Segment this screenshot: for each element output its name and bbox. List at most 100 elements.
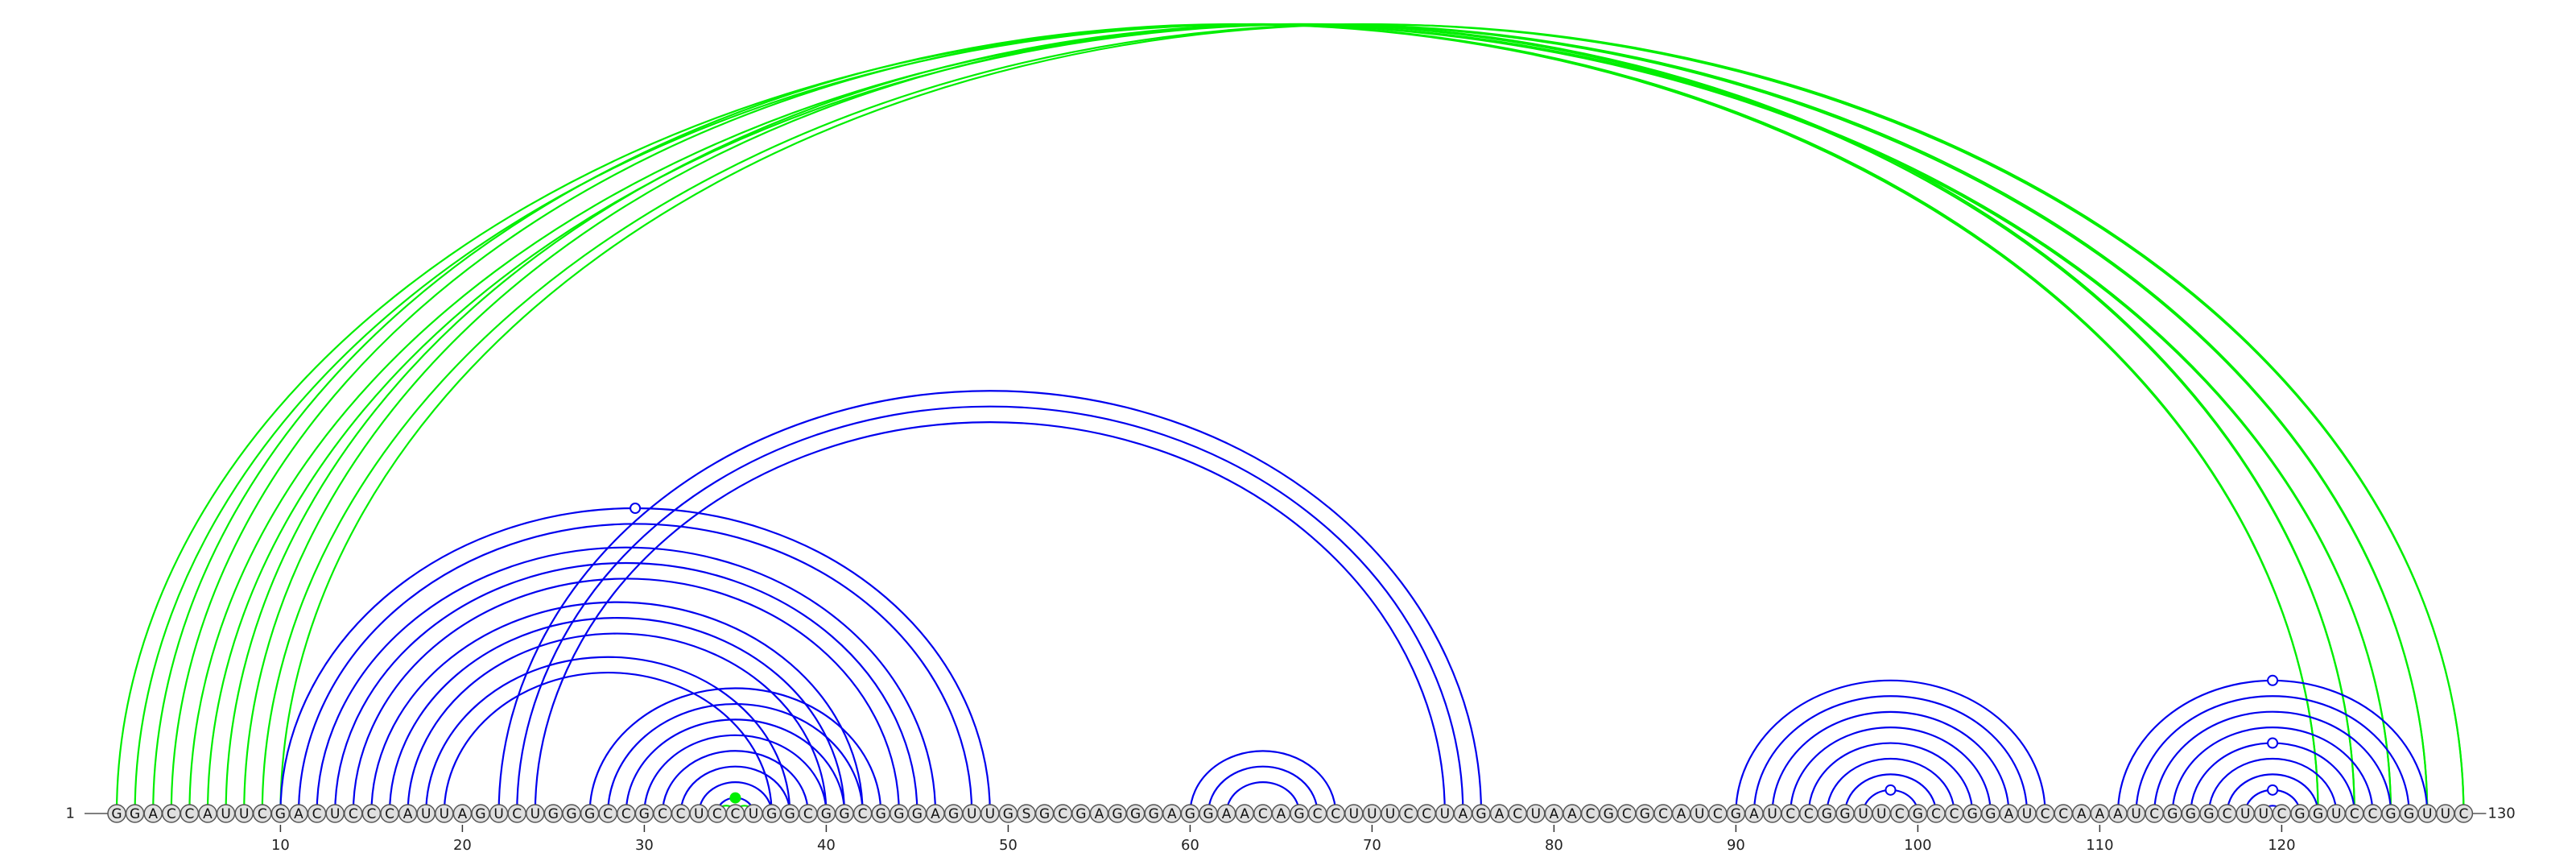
nucleotide-39: C [799, 804, 818, 823]
nucleotide-93: C [1781, 804, 1800, 823]
nucleotide-24: U [526, 804, 545, 823]
arc-9-130 [261, 23, 2465, 814]
nucleotide-letter: C [712, 806, 722, 822]
nucleotide-letter: G [111, 806, 122, 822]
nucleotide-67: C [1307, 804, 1327, 823]
nucleotide-letter: C [349, 806, 358, 822]
nucleotide-letter: G [839, 806, 849, 822]
nucleotide-90: G [1726, 804, 1746, 823]
nucleotide-54: G [1071, 804, 1091, 823]
nucleotide-letter: G [1985, 806, 1996, 822]
nucleotide-88: U [1690, 804, 1709, 823]
nucleotide-letter: A [1277, 806, 1286, 822]
nucleotide-11: A [289, 804, 308, 823]
nucleotide-letter: C [621, 806, 631, 822]
open-marker-4 [2267, 737, 2279, 749]
nucleotide-letter: C [366, 806, 376, 822]
nucleotide-55: A [1089, 804, 1109, 823]
nucleotide-letter: U [985, 806, 995, 822]
nucleotide-89: C [1708, 804, 1728, 823]
nucleotide-4: C [162, 804, 181, 823]
nucleotide-129: U [2436, 804, 2455, 823]
nucleotide-37: G [762, 804, 782, 823]
nucleotide-letter: C [1804, 806, 1814, 822]
nucleotide-70: U [1362, 804, 1382, 823]
nucleotide-42: C [852, 804, 873, 823]
nucleotide-letter: C [1931, 806, 1941, 822]
nucleotide-letter: C [858, 806, 868, 822]
arc-114-125 [2171, 727, 2374, 814]
arc-92-105 [1771, 710, 2010, 814]
nucleotide-letter: G [1731, 806, 1741, 822]
nucleotide-letter: A [1550, 806, 1559, 822]
nucleotide-letter: G [876, 806, 886, 822]
nucleotide-6: A [198, 804, 217, 823]
arc-93-104 [1790, 727, 1992, 814]
nucleotide-77: A [1489, 804, 1509, 823]
nucleotide-letter: U [221, 806, 230, 822]
nucleotide-letter: A [1167, 806, 1177, 822]
nucleotide-51: S [1017, 804, 1036, 823]
nucleotide-letter: U [421, 806, 431, 822]
nucleotide-letter: C [2277, 806, 2286, 822]
nucleotide-1: G [107, 804, 126, 823]
nucleotide-letter: U [1440, 806, 1450, 822]
nucleotide-13: U [325, 804, 345, 823]
nucleotide-127: G [2399, 804, 2419, 823]
tick-label-80: 80 [1545, 837, 1563, 854]
nucleotide-letter: C [2223, 806, 2232, 822]
arc-6-128 [206, 23, 2429, 814]
nucleotide-110: A [2090, 804, 2110, 823]
arc-5-128 [188, 23, 2429, 814]
nucleotide-letter: C [184, 806, 194, 822]
nucleotide-5: C [180, 804, 200, 823]
nucleotide-letter: U [493, 806, 503, 822]
nucleotide-letter: C [676, 806, 686, 822]
nucleotide-letter: A [1749, 806, 1759, 822]
nucleotide-117: C [2217, 804, 2237, 823]
nucleotide-letter: G [1913, 806, 1923, 822]
nucleotide-85: G [1635, 804, 1655, 823]
nucleotide-letter: G [475, 806, 485, 822]
filled-marker-1 [729, 792, 741, 804]
nucleotide-32: C [671, 804, 691, 823]
nucleotide-47: G [943, 804, 964, 823]
nucleotide-82: C [1580, 804, 1600, 823]
nucleotide-letter: A [2095, 806, 2105, 822]
marker-layer [630, 502, 2279, 804]
nucleotide-letter: C [258, 806, 267, 822]
arc-12-46 [316, 546, 937, 814]
nucleotide-letter: C [2368, 806, 2377, 822]
nucleotide-126: G [2381, 804, 2401, 823]
tick-label-120: 120 [2268, 837, 2295, 854]
nucleotide-letter: C [2149, 806, 2159, 822]
nucleotide-9: C [253, 804, 272, 823]
nucleotide-14: C [344, 804, 363, 823]
nucleotide-119: U [2254, 804, 2273, 823]
nucleotide-59: A [1162, 804, 1182, 823]
nucleotide-27: G [580, 804, 600, 823]
arc-27-43 [588, 687, 882, 814]
nucleotide-letter: C [1404, 806, 1414, 822]
nucleotide-letter: A [1222, 806, 1232, 822]
nucleotide-letter: C [312, 806, 322, 822]
nucleotide-30: G [634, 804, 654, 823]
nucleotide-letter: G [1967, 806, 1978, 822]
nucleotide-12: C [307, 804, 327, 823]
nucleotide-86: C [1653, 804, 1673, 823]
nucleotide-2: G [125, 804, 145, 823]
nucleotide-letter: G [2167, 806, 2178, 822]
nucleotide-letter: U [1349, 806, 1359, 822]
nucleotide-61: G [1199, 804, 1218, 823]
arc-113-126 [2153, 710, 2392, 814]
nucleotide-letter: G [1039, 806, 1050, 822]
nucleotide-116: G [2199, 804, 2219, 823]
nucleotide-letter: A [1495, 806, 1505, 822]
nucleotide-letter: G [584, 806, 595, 822]
nucleotide-circle [2454, 804, 2474, 823]
nucleotide-121: G [2290, 804, 2310, 823]
nucleotide-letter: C [1622, 806, 1632, 822]
nucleotide-letter: C [1513, 806, 1522, 822]
arc-10-49 [279, 507, 991, 814]
nucleotide-letter: A [203, 806, 213, 822]
